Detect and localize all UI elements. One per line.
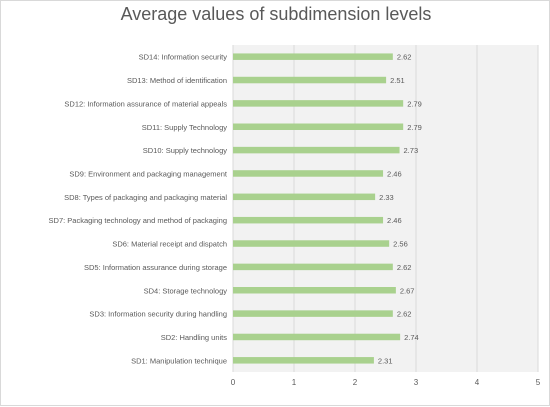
- chart-title: Average values of subdimension levels: [120, 4, 432, 24]
- category-label: SD2: Handling units: [161, 333, 228, 342]
- category-label: SD7: Packaging technology and method of …: [49, 216, 227, 225]
- bar: [233, 240, 390, 247]
- category-label: SD10: Supply technology: [143, 146, 227, 155]
- data-label: 2.74: [404, 333, 419, 342]
- data-label: 2.46: [387, 216, 402, 225]
- category-label: SD11: Supply Technology: [142, 123, 227, 132]
- data-label: 2.62: [397, 263, 412, 272]
- x-tick-label: 1: [292, 378, 297, 387]
- bar: [233, 123, 404, 130]
- category-label: SD4: Storage technology: [144, 286, 228, 295]
- x-tick-label: 0: [231, 378, 236, 387]
- category-label: SD1: Manipulation technique: [131, 356, 227, 365]
- data-label: 2.79: [407, 123, 422, 132]
- bar: [233, 146, 400, 154]
- bar: [233, 287, 396, 294]
- data-label: 2.79: [407, 99, 422, 108]
- x-tick-label: 2: [353, 378, 358, 387]
- category-label: SD9: Environment and packaging managemen…: [69, 169, 228, 178]
- category-label: SD12: Information assurance of material …: [64, 99, 227, 108]
- bar: [233, 357, 374, 364]
- plot-area: [233, 45, 538, 372]
- data-label: 2.46: [387, 169, 402, 178]
- data-label: 2.51: [390, 76, 405, 85]
- data-label: 2.56: [393, 240, 408, 249]
- category-label: SD3: Information security during handlin…: [89, 310, 227, 319]
- category-label: SD13: Method of identification: [127, 76, 227, 85]
- category-label: SD14: Information security: [139, 53, 228, 62]
- data-label: 2.67: [400, 286, 415, 295]
- data-label: 2.33: [379, 193, 394, 202]
- bar: [233, 193, 376, 201]
- bar: [233, 310, 393, 317]
- bar: [233, 100, 404, 107]
- data-label: 2.73: [404, 146, 419, 155]
- category-label: SD6: Material receipt and dispatch: [112, 240, 227, 249]
- category-label: SD5: Information assurance during storag…: [84, 263, 227, 272]
- data-label: 2.31: [378, 356, 393, 365]
- bar: [233, 170, 384, 177]
- data-label: 2.62: [397, 53, 412, 62]
- x-tick-label: 5: [536, 378, 541, 387]
- bar: [233, 333, 401, 341]
- data-label: 2.62: [397, 310, 412, 319]
- x-tick-label: 3: [414, 378, 419, 387]
- x-tick-label: 4: [475, 378, 480, 387]
- bar: [233, 216, 384, 224]
- bar: [233, 263, 393, 271]
- category-label: SD8: Types of packaging and packaging ma…: [64, 193, 227, 202]
- bar: [233, 53, 393, 60]
- bar: [233, 76, 387, 84]
